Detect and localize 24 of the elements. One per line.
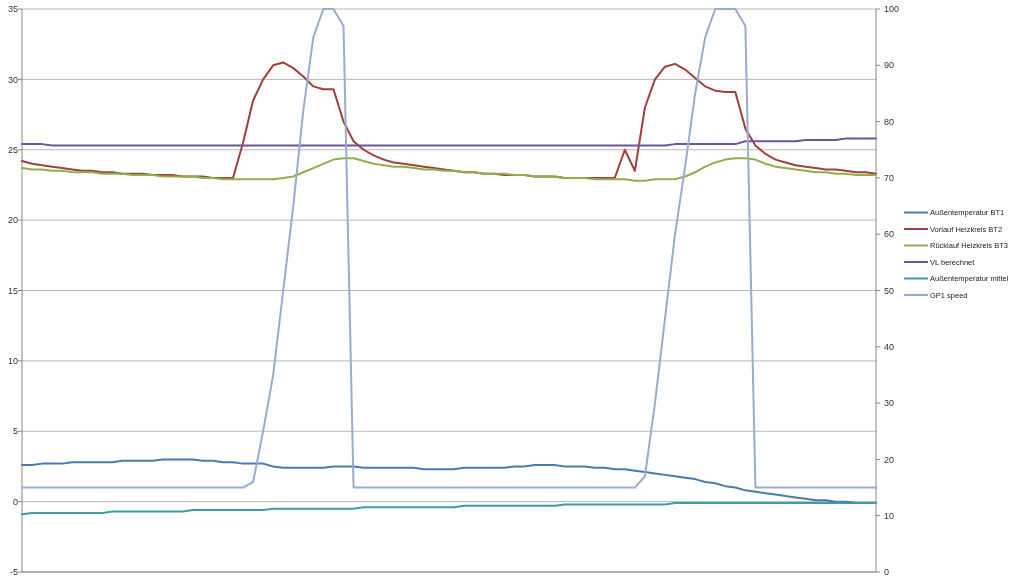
y2-tick-label: 80 bbox=[884, 116, 895, 127]
y2-tick-label: 70 bbox=[884, 173, 895, 184]
line-series bbox=[21, 137, 877, 147]
y2-tick-label: 50 bbox=[884, 285, 895, 296]
line-series bbox=[21, 157, 877, 182]
y-tick-label: 10 bbox=[7, 356, 18, 367]
y2-tick-label: 90 bbox=[884, 60, 895, 71]
y-tick-label: 15 bbox=[7, 285, 18, 296]
y-tick-label: 0 bbox=[12, 496, 18, 507]
y-tick-label: -5 bbox=[9, 567, 18, 578]
y2-tick-label: 0 bbox=[884, 567, 890, 578]
y2-tick-label: 20 bbox=[884, 454, 895, 465]
y-tick-label: 30 bbox=[7, 74, 18, 85]
line-series bbox=[21, 8, 877, 489]
y-tick-label: 25 bbox=[7, 144, 18, 155]
y-tick-label: 5 bbox=[12, 426, 18, 437]
line-series bbox=[21, 502, 877, 516]
y2-tick-label: 40 bbox=[884, 341, 895, 352]
y-tick-label: 20 bbox=[7, 215, 18, 226]
y2-tick-label: 10 bbox=[884, 510, 895, 521]
y2-tick-label: 30 bbox=[884, 398, 895, 409]
y-tick-label: 35 bbox=[7, 4, 18, 15]
y2-tick-label: 60 bbox=[884, 229, 895, 240]
y2-tick-label: 100 bbox=[884, 4, 900, 15]
